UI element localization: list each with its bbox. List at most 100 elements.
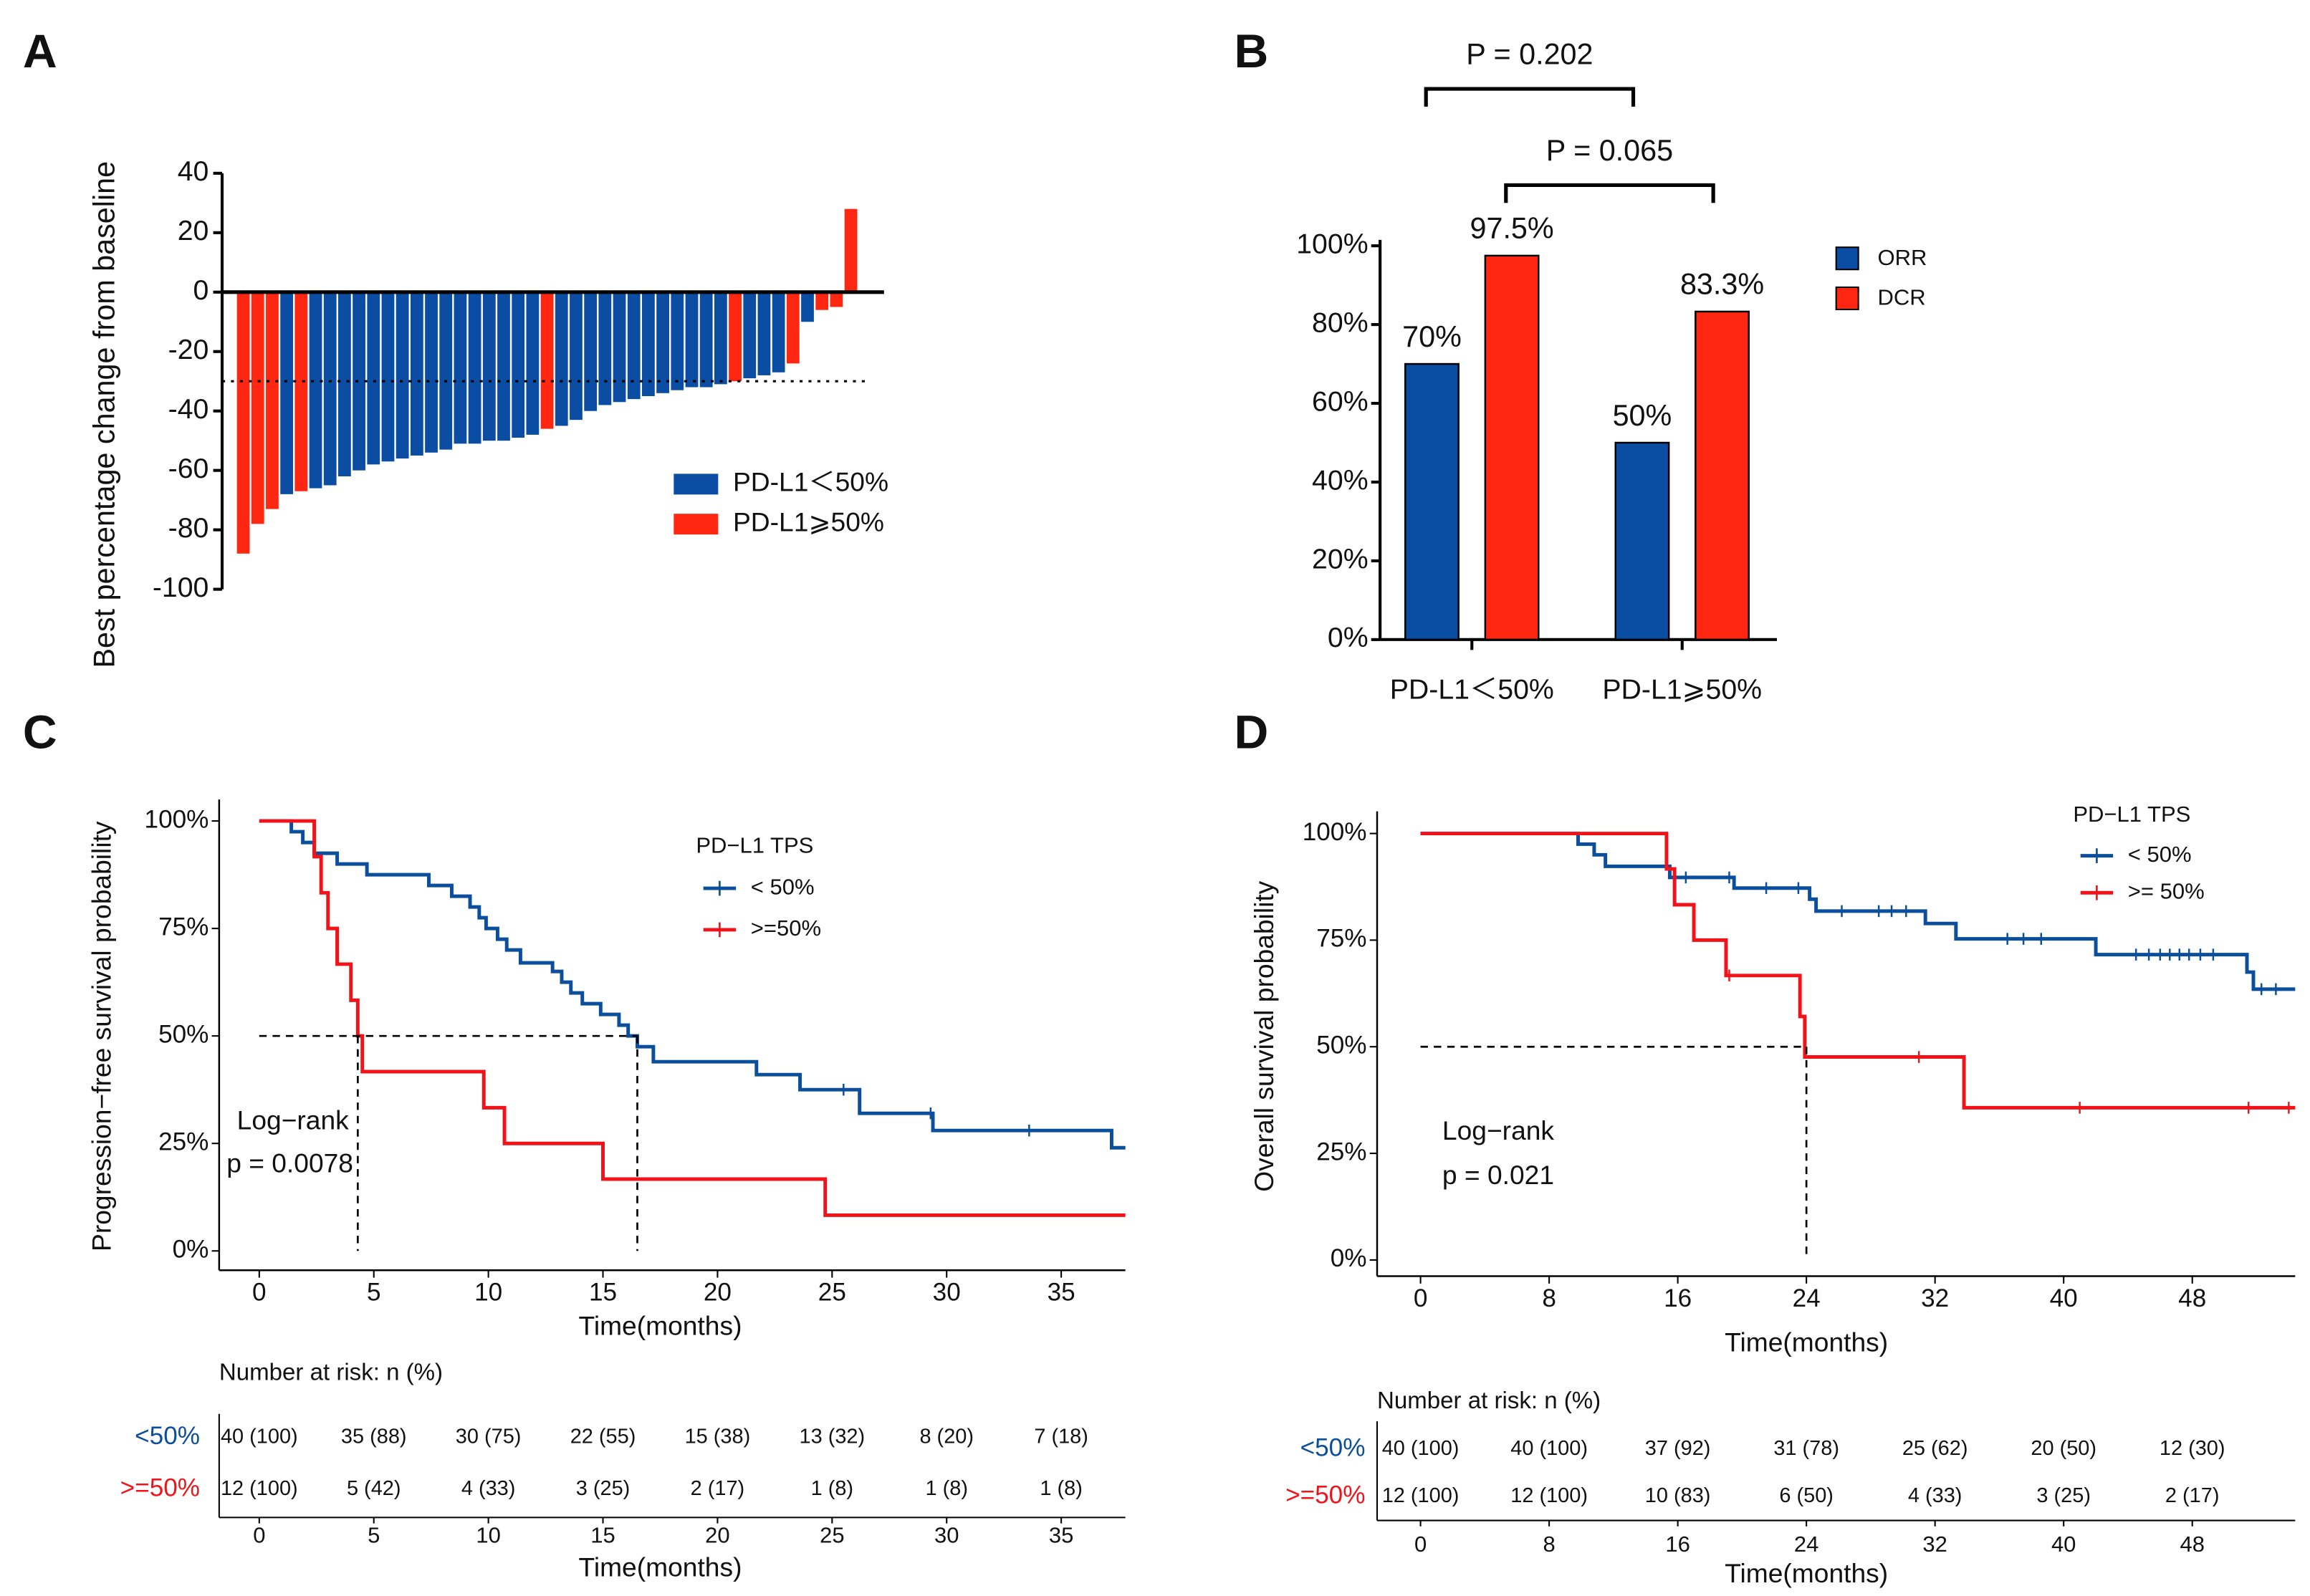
x-tick-label: 16 — [1664, 1284, 1692, 1312]
annotation: Log−rank — [237, 1105, 350, 1135]
risk-count: 3 (25) — [576, 1477, 631, 1500]
y-tick-label: 75% — [1316, 925, 1366, 953]
risk-table-title: Number at risk: n (%) — [219, 1360, 443, 1386]
bar — [236, 292, 250, 554]
risk-count: 6 (50) — [1779, 1484, 1834, 1507]
bar — [699, 292, 713, 388]
risk-count: 12 (100) — [1510, 1484, 1588, 1507]
legend-label: >=50% — [751, 915, 821, 941]
bar — [381, 292, 395, 462]
risk-count: 2 (17) — [2165, 1484, 2220, 1507]
bar — [584, 292, 598, 411]
y-axis-label: Overall survival probability — [1249, 880, 1279, 1191]
bar — [497, 292, 510, 441]
x-tick-label: 20 — [704, 1279, 732, 1307]
risk-count: 40 (100) — [1382, 1437, 1460, 1460]
legend-swatch — [1835, 246, 1859, 271]
legend-label: >= 50% — [2128, 878, 2205, 903]
y-tick-label: 20 — [178, 215, 209, 246]
bar — [830, 292, 843, 307]
legend-label: ORR — [1878, 245, 1927, 270]
survival-curve — [259, 819, 1126, 1217]
x-tick-label: 5 — [367, 1279, 381, 1307]
bar — [512, 292, 525, 438]
risk-count: 10 (83) — [1645, 1484, 1711, 1507]
risk-count: 7 (18) — [1034, 1425, 1088, 1448]
x-tick-label: 32 — [1921, 1284, 1949, 1312]
panel-letter: D — [1234, 706, 1268, 759]
legend-label: PD-L1⩾50% — [733, 506, 884, 537]
risk-x-tick-label: 8 — [1543, 1532, 1555, 1557]
x-tick-label: 40 — [2050, 1284, 2078, 1312]
y-tick-label: 100% — [1296, 229, 1368, 260]
y-tick-label: -80 — [168, 512, 209, 544]
legend-label: < 50% — [2128, 842, 2192, 867]
bar — [555, 292, 568, 426]
x-tick-label: PD-L1⩾50% — [1602, 674, 1762, 706]
y-tick-label: 20% — [1312, 543, 1369, 575]
bar — [743, 292, 757, 379]
x-tick-label: 10 — [474, 1279, 502, 1307]
y-tick-label: 60% — [1312, 385, 1369, 417]
y-tick-label: 0 — [193, 274, 209, 306]
x-tick-label: 30 — [933, 1279, 961, 1307]
bar — [815, 292, 829, 310]
bar — [570, 292, 583, 420]
x-tick-label: 24 — [1793, 1284, 1821, 1312]
p-value: P = 0.065 — [1546, 134, 1673, 167]
y-tick-label: 40% — [1312, 464, 1369, 496]
risk-x-tick-label: 5 — [368, 1522, 380, 1547]
risk-count: 4 (33) — [461, 1477, 516, 1500]
annotation: p = 0.0078 — [226, 1148, 353, 1178]
bar — [757, 292, 771, 375]
panel-letter: C — [23, 706, 57, 759]
bar — [309, 292, 322, 489]
x-tick-label: PD-L1＜50% — [1390, 674, 1554, 706]
bar — [729, 292, 742, 382]
y-axis-label: Best percentage change from baseline — [88, 161, 121, 668]
bar — [1695, 310, 1750, 641]
y-tick-label: 0% — [1331, 1244, 1367, 1272]
risk-x-tick-label: 15 — [590, 1522, 615, 1547]
bar — [266, 292, 279, 509]
legend-swatch — [1835, 286, 1859, 311]
bar — [685, 292, 699, 388]
risk-count: 1 (8) — [1040, 1477, 1082, 1500]
bar — [338, 292, 351, 476]
risk-x-tick-label: 25 — [820, 1522, 844, 1547]
risk-count: 12 (30) — [2160, 1437, 2225, 1460]
y-tick-label: 25% — [158, 1128, 209, 1155]
risk-x-axis-label: Time(months) — [578, 1552, 742, 1582]
bar — [1614, 441, 1670, 641]
value-label: 83.3% — [1680, 268, 1764, 301]
risk-row-label: >=50% — [120, 1474, 200, 1501]
risk-x-tick-label: 48 — [2180, 1532, 2204, 1557]
value-label: 97.5% — [1470, 212, 1553, 245]
bar — [526, 292, 540, 435]
y-tick-label: -20 — [168, 334, 209, 365]
bar — [294, 292, 308, 491]
annotation: Log−rank — [1442, 1115, 1555, 1145]
bar — [656, 292, 669, 393]
y-tick-label: 0% — [173, 1236, 209, 1264]
risk-count: 37 (92) — [1645, 1437, 1711, 1460]
bar — [540, 292, 554, 429]
y-tick-label: 75% — [158, 913, 209, 941]
annotation: p = 0.021 — [1442, 1160, 1554, 1190]
risk-x-tick-label: 24 — [1794, 1532, 1818, 1557]
bar — [671, 292, 684, 390]
value-label: 70% — [1402, 320, 1462, 353]
bar — [439, 292, 453, 450]
risk-x-axis-label: Time(months) — [1725, 1558, 1888, 1588]
y-tick-label: -100 — [153, 572, 209, 603]
bar — [280, 292, 294, 494]
bar — [323, 292, 337, 486]
y-tick-label: 80% — [1312, 307, 1369, 338]
x-tick-label: 0 — [252, 1279, 267, 1307]
bar — [410, 292, 423, 456]
risk-count: 20 (50) — [2031, 1437, 2096, 1460]
bar — [396, 292, 409, 459]
bar — [772, 292, 785, 372]
risk-count: 2 (17) — [691, 1477, 745, 1500]
